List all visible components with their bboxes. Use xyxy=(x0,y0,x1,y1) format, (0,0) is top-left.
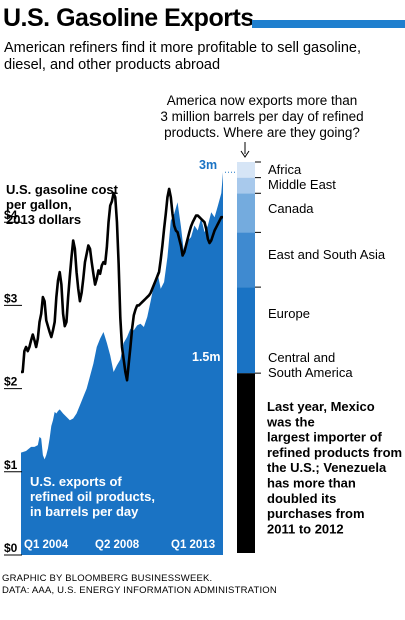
destination-segment xyxy=(237,232,255,288)
price-series-label: U.S. gasoline cost per gallon, 2013 dollar… xyxy=(6,182,119,227)
x-tick-label: Q2 2008 xyxy=(95,539,140,551)
chart-title: U.S. Gasoline Exports xyxy=(3,4,254,32)
price-tick-label: $3 xyxy=(4,291,18,305)
price-tick-label: $1 xyxy=(4,458,18,472)
destination-label: Africa xyxy=(268,162,302,177)
callout-arrow-head xyxy=(240,150,250,158)
mexico-note: Last year, Mexico was the largest importer… xyxy=(266,399,402,536)
chart-subtitle: American refiners find it more profitabl… xyxy=(4,40,362,73)
x-tick-label: Q1 2004 xyxy=(24,539,69,551)
destination-label: Canada xyxy=(268,201,314,216)
footer-source: DATA: AAA, U.S. ENERGY INFORMATION ADMIN… xyxy=(2,585,277,596)
price-line xyxy=(21,187,223,382)
exports-area xyxy=(21,172,223,555)
destination-segment xyxy=(237,162,255,178)
level-3m-label: 3m xyxy=(199,158,217,172)
footer-credit: GRAPHIC BY BLOOMBERG BUSINESSWEEK. xyxy=(2,573,213,584)
price-tick-label: $0 xyxy=(4,541,18,555)
destination-segment xyxy=(237,287,255,374)
x-tick-label: Q1 2013 xyxy=(171,539,215,551)
footer: GRAPHIC BY BLOOMBERG BUSINESSWEEK. DATA:… xyxy=(2,573,277,597)
header: U.S. Gasoline Exports xyxy=(0,0,405,44)
destination-segment xyxy=(237,373,255,553)
callout-text: America now exports more than 3 million b… xyxy=(160,93,363,140)
title-accent-bar xyxy=(252,20,405,28)
level-15m-label: 1.5m xyxy=(192,350,221,364)
destination-label: East and South Asia xyxy=(268,247,386,262)
price-tick-label: $2 xyxy=(4,375,18,389)
price-tick-label: $4 xyxy=(4,208,18,222)
destination-segment xyxy=(237,193,255,233)
destination-label: Central and South America xyxy=(268,350,353,380)
destination-segment xyxy=(237,177,255,194)
destination-label: Europe xyxy=(268,306,310,321)
exports-series-label: U.S. exports of refined oil products, in b… xyxy=(30,474,155,519)
destination-label: Middle East xyxy=(268,177,336,192)
